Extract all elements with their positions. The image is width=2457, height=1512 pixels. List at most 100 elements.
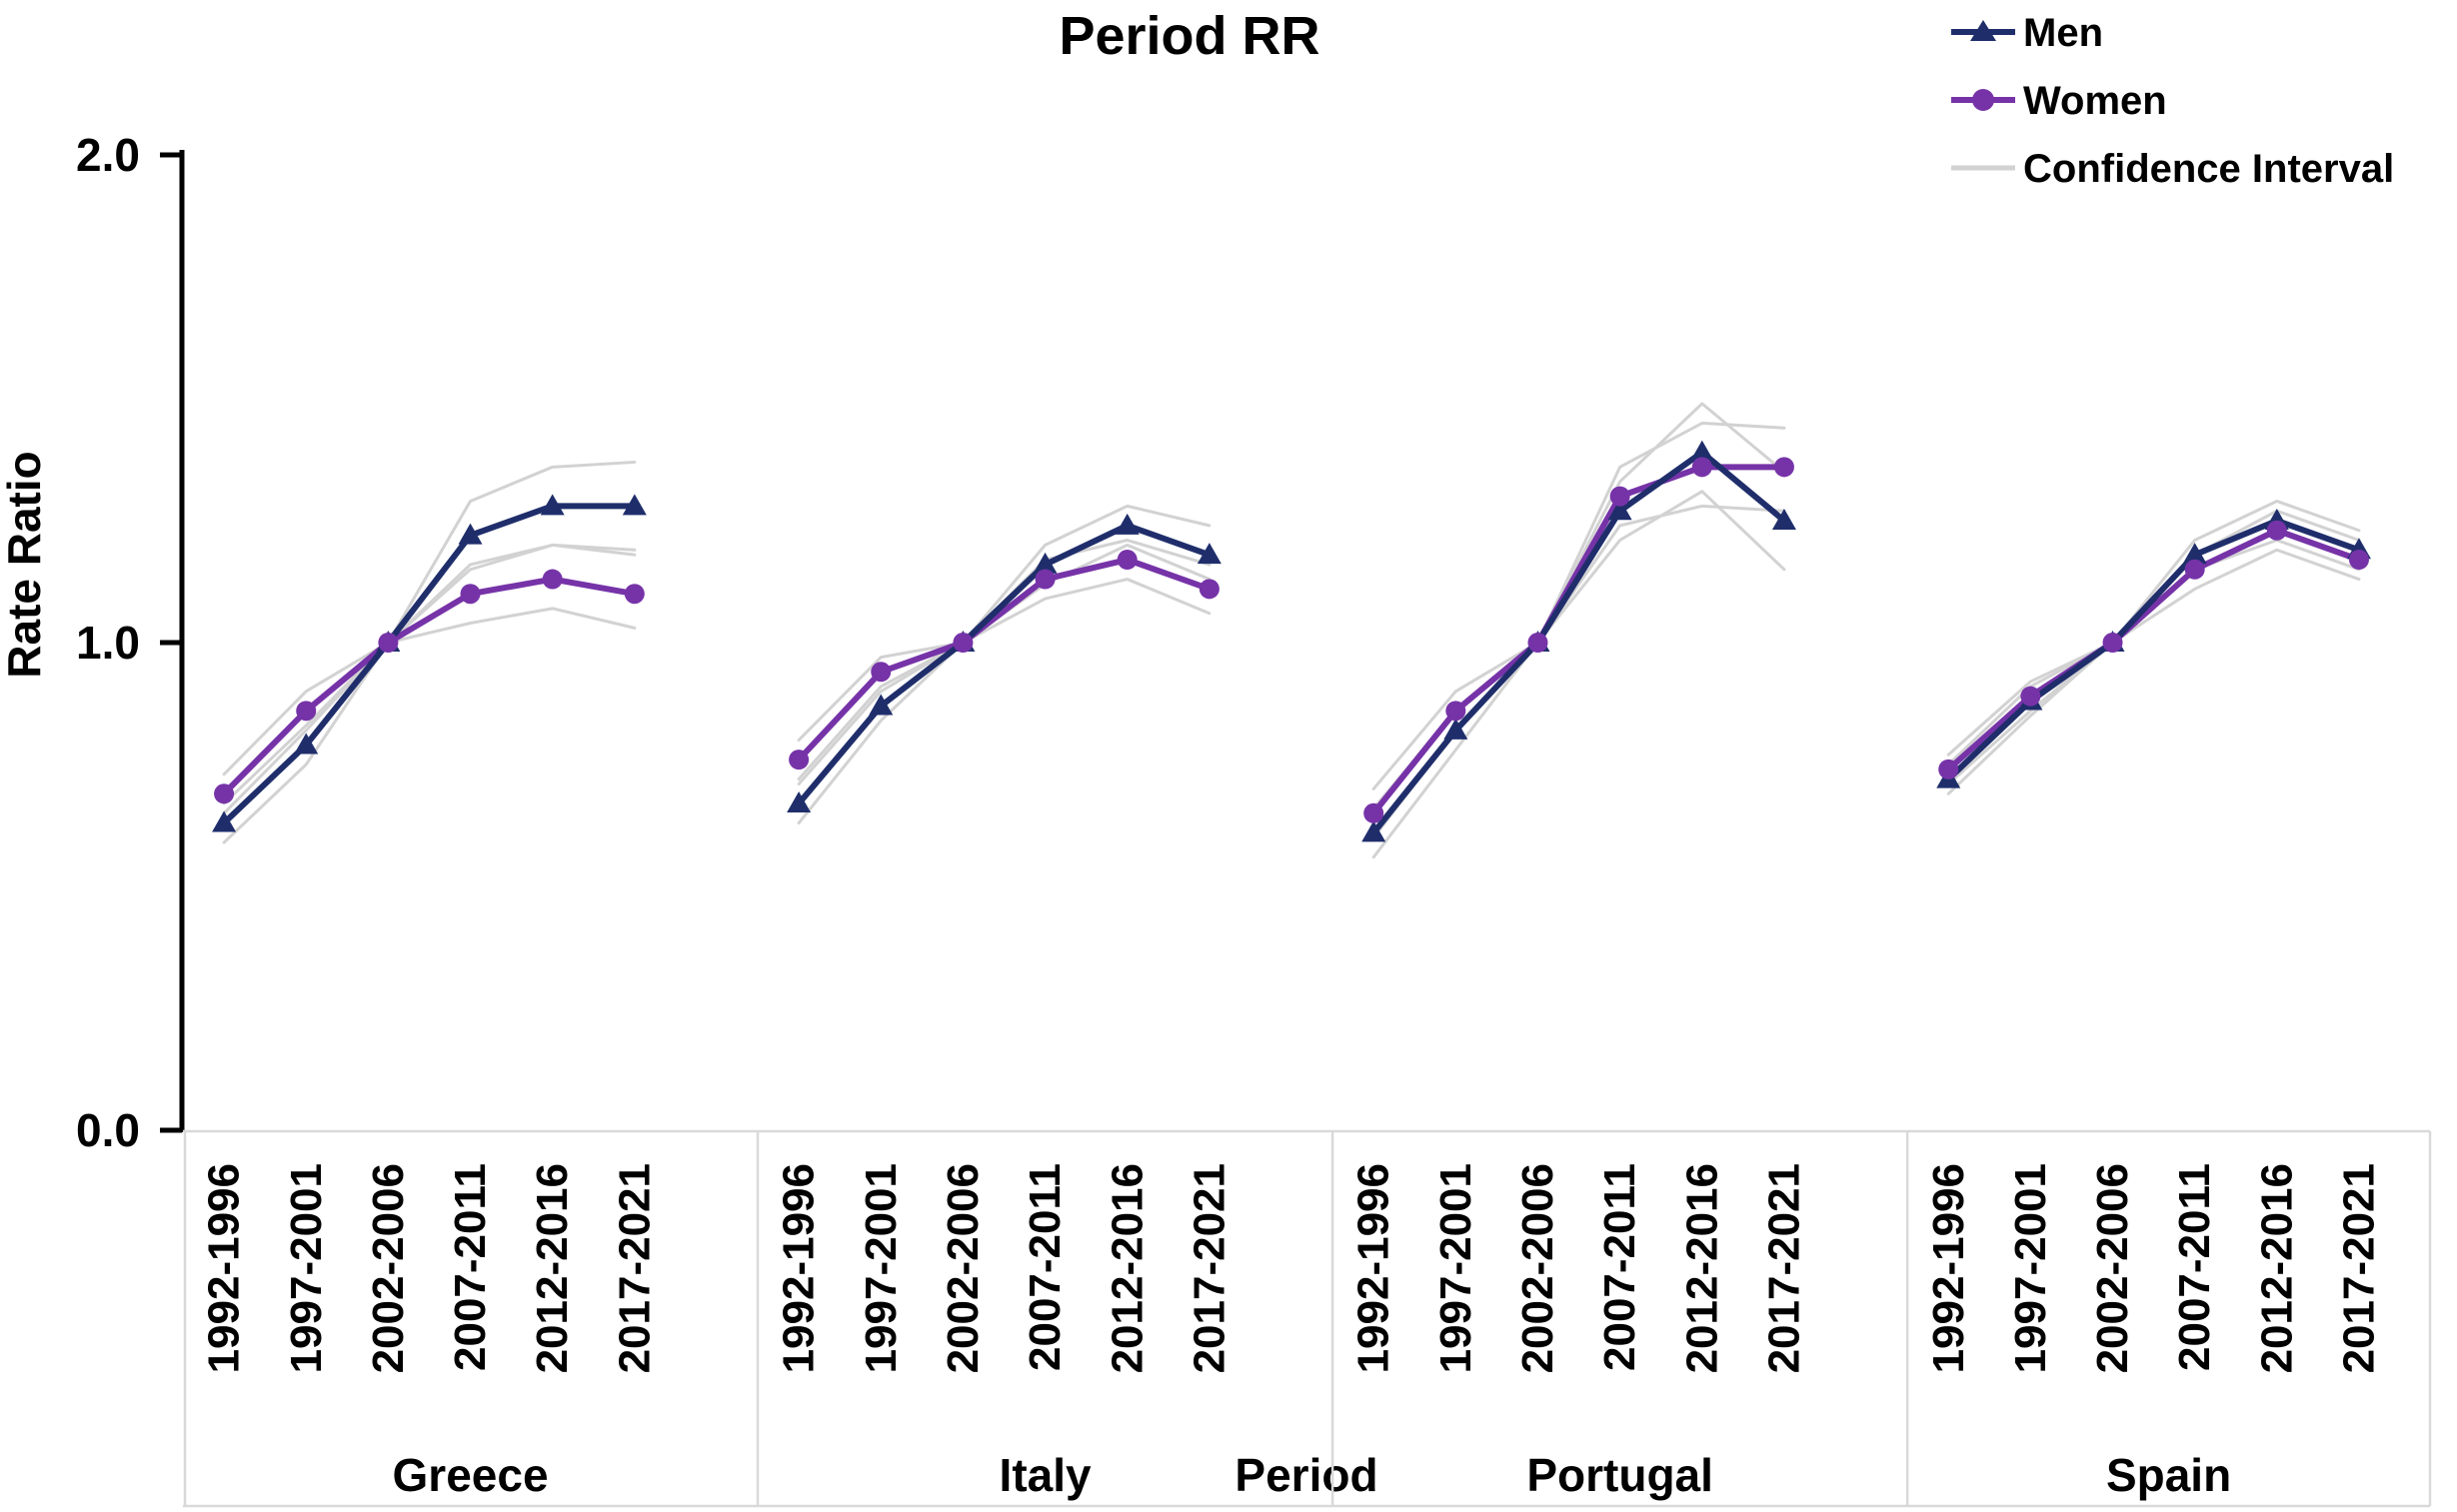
ci-line-spain [1946,539,2361,795]
women-marker-spain [2102,633,2123,653]
women-marker-italy [1199,579,1220,600]
x-axis-title: Period [1234,1449,1377,1501]
x-tick-label: 2017-2021 [1759,1163,1808,1373]
ci-line-greece [222,460,637,805]
women-marker-portugal [1609,486,1630,507]
women-marker-italy [789,750,810,770]
legend-item-confidence-interval: Confidence Interval [1951,147,2394,191]
men-marker-italy [787,791,812,813]
women-marker-greece [460,584,481,605]
x-tick-label: 2002-2006 [364,1163,413,1373]
legend-label-women: Women [2023,79,2167,123]
legend-label-confidence-interval: Confidence Interval [2023,147,2394,191]
y-tick-label: 1.0 [76,617,140,669]
men-line-portugal [1370,449,1787,836]
men-marker-italy [1197,543,1222,565]
ci-line-portugal [1371,421,1786,790]
men-marker-portugal [1689,440,1714,462]
x-tick-label: 2007-2011 [1021,1163,1070,1371]
women-marker-italy [953,633,974,653]
x-tick-label: 1992-1996 [1924,1163,1973,1373]
x-tick-label: 2012-2016 [1103,1163,1152,1373]
legend-label-men: Men [2023,11,2103,55]
men-marker-spain [2182,543,2207,565]
women-marker-italy [871,662,892,683]
women-marker-spain [2266,520,2287,541]
country-label: Spain [2106,1449,2231,1501]
y-tick-label: 0.0 [76,1104,140,1156]
women-marker-portugal [1773,457,1794,478]
x-tick-label: 1997-2001 [1431,1163,1480,1373]
men-marker-portugal [1771,509,1796,530]
men-marker-portugal [1607,499,1632,521]
x-tick-label: 2002-2006 [939,1163,988,1373]
legend: Men Women Confidence Interval [1951,11,2394,191]
x-tick-label: 2002-2006 [2088,1163,2137,1373]
ci-line-italy [797,578,1212,781]
men-marker-greece [294,733,319,755]
women-marker-spain [1938,758,1959,779]
x-tick-label: 2007-2011 [1595,1163,1644,1371]
x-tick-label: 2002-2006 [1513,1163,1562,1373]
plot-area: 2.0 1.0 0.0 1992-1996 1997-2001 2002-2006 2007… [76,129,2432,1508]
ci-line-spain [1946,499,2361,766]
women-marker-italy [1035,569,1056,590]
men-marker-italy [869,694,894,716]
women-line-greece [221,576,638,797]
men-line-greece [221,503,638,826]
women-line-spain [1945,527,2362,772]
ci-line-greece [222,543,637,776]
x-tick-label: 2012-2016 [2252,1163,2301,1373]
men-marker-greece [540,494,565,516]
x-tick-label: 1997-2001 [857,1163,906,1373]
legend-item-men: Men [1951,11,2103,55]
men-marker-portugal [1443,718,1468,740]
y-axis-title: Rate Ratio [0,451,50,678]
men-line-spain [1945,518,2362,782]
ci-line-spain [1946,548,2361,786]
women-marker-portugal [1445,701,1466,722]
women-marker-greece [542,569,563,590]
women-marker-portugal [1691,457,1712,478]
women-line-portugal [1370,464,1787,816]
x-tick-label: 1992-1996 [200,1163,249,1373]
x-tick-label: 1997-2001 [2006,1163,2055,1373]
country-label: Greece [393,1449,549,1501]
men-marker-greece [622,494,647,516]
x-tick-label: 1997-2001 [282,1163,331,1373]
men-triangle-icon [1970,20,1996,41]
men-line-italy [796,522,1213,807]
women-marker-greece [296,701,317,722]
men-marker-italy [1033,552,1058,574]
legend-item-women: Women [1951,79,2167,123]
women-marker-spain [2020,686,2041,707]
x-tick-label: 1992-1996 [775,1163,824,1373]
x-tick-label: 1992-1996 [1349,1163,1398,1373]
men-marker-greece [458,523,483,545]
men-marker-italy [1115,513,1140,535]
x-tick-label: 2012-2016 [1677,1163,1726,1373]
country-label: Italy [1000,1449,1092,1501]
ci-line-greece [222,607,637,815]
chart-title: Period RR [1059,6,1319,66]
ci-line-portugal [1371,490,1786,859]
women-marker-greece [214,783,235,804]
men-marker-portugal [1361,820,1386,842]
x-tick-label: 2007-2011 [446,1163,495,1371]
women-marker-greece [378,633,399,653]
x-tick-label: 2017-2021 [610,1163,659,1373]
x-tick-label: 2012-2016 [528,1163,577,1373]
women-marker-greece [624,584,645,605]
x-tick-label: 2017-2021 [2334,1163,2383,1373]
ci-line-italy [797,504,1212,786]
women-circle-icon [1972,89,1994,111]
x-tick-label: 2017-2021 [1185,1163,1233,1373]
women-line-italy [796,557,1213,763]
women-marker-spain [2184,559,2205,580]
women-marker-portugal [1363,802,1384,823]
x-tick-label: 2007-2011 [2170,1163,2219,1371]
women-marker-italy [1117,550,1138,571]
women-marker-spain [2348,550,2369,571]
